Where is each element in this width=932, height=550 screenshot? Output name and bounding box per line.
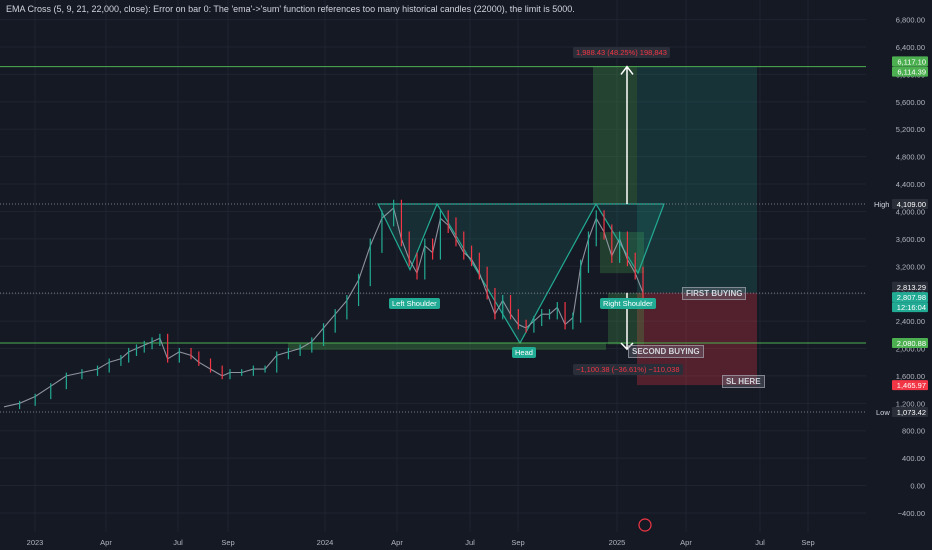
price-tag-0: 6,117.10 bbox=[897, 57, 926, 66]
x-tick-label-9: Apr bbox=[680, 538, 692, 547]
x-tick-label-8: 2025 bbox=[609, 538, 626, 547]
y-tick-label-8: 3,600.00 bbox=[896, 235, 925, 244]
countdown-text: 12:16:04 bbox=[897, 303, 926, 312]
y-tick-label-14: 1,200.00 bbox=[896, 399, 925, 408]
price-tag-1: 6,114.39 bbox=[897, 68, 926, 77]
head-label: Head bbox=[512, 347, 536, 358]
second-buying-box: SECOND BUYING bbox=[628, 345, 704, 358]
right-shoulder-label: Right Shoulder bbox=[600, 298, 656, 309]
replay-icon bbox=[639, 519, 651, 531]
x-tick-label-5: Apr bbox=[391, 538, 403, 547]
y-tick-label-3: 5,600.00 bbox=[896, 98, 925, 107]
left-shoulder-label: Left Shoulder bbox=[389, 298, 440, 309]
first-buying-box: FIRST BUYING bbox=[682, 287, 746, 300]
x-tick-label-10: Jul bbox=[755, 538, 765, 547]
x-tick-label-7: Sep bbox=[511, 538, 524, 547]
high-label: High bbox=[874, 200, 889, 209]
long-target-zone bbox=[593, 67, 637, 204]
support-zone bbox=[288, 343, 606, 350]
x-tick-label-11: Sep bbox=[801, 538, 814, 547]
y-tick-label-16: 400.00 bbox=[902, 454, 925, 463]
price-tag-4: 2,807.98 bbox=[897, 293, 926, 302]
y-tick-label-13: 1,600.00 bbox=[896, 372, 925, 381]
x-tick-label-2: Jul bbox=[173, 538, 183, 547]
y-tick-label-17: 0.00 bbox=[910, 482, 925, 491]
y-tick-label-11: 2,400.00 bbox=[896, 317, 925, 326]
long-position-profit-zone bbox=[637, 67, 757, 293]
measure-up-label: 1,988.43 (48.25%) 198,843 bbox=[573, 47, 670, 58]
y-tick-label-18: −400.00 bbox=[898, 509, 925, 518]
y-tick-label-1: 6,400.00 bbox=[896, 43, 925, 52]
price-tag-5: 2,080.88 bbox=[897, 339, 926, 348]
indicator-error-text: EMA Cross (5, 9, 21, 22,000, close): Err… bbox=[6, 4, 575, 14]
x-tick-label-4: 2024 bbox=[317, 538, 334, 547]
price-tag-7: 1,073.42 bbox=[897, 408, 926, 417]
measure-down-label: −1,100.38 (−36.61%) −110,038 bbox=[573, 364, 683, 375]
x-tick-label-1: Apr bbox=[100, 538, 112, 547]
x-tick-label-3: Sep bbox=[221, 538, 234, 547]
price-tag-3: 2,813.29 bbox=[897, 283, 926, 292]
low-label: Low bbox=[876, 408, 890, 417]
y-tick-label-5: 4,800.00 bbox=[896, 153, 925, 162]
y-tick-label-0: 6,800.00 bbox=[896, 16, 925, 25]
x-tick-label-6: Jul bbox=[465, 538, 475, 547]
y-tick-label-6: 4,400.00 bbox=[896, 180, 925, 189]
sl-here-box: SL HERE bbox=[722, 375, 765, 388]
y-tick-label-15: 800.00 bbox=[902, 427, 925, 436]
price-tag-2: 4,109.00 bbox=[897, 200, 926, 209]
y-tick-label-4: 5,200.00 bbox=[896, 125, 925, 134]
x-tick-label-0: 2023 bbox=[27, 538, 44, 547]
y-tick-label-9: 3,200.00 bbox=[896, 262, 925, 271]
price-tag-6: 1,465.97 bbox=[897, 381, 926, 390]
